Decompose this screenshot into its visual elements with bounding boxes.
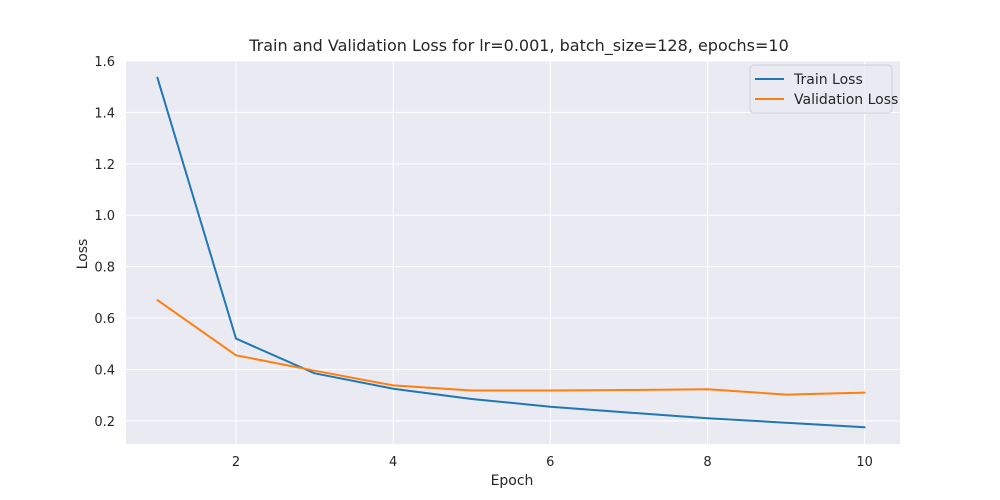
x-axis-ticks: 2 4 6 8 10 [232,455,873,470]
grid-lines [126,60,900,444]
x-tick-label: 10 [856,455,873,470]
y-axis-ticks: 0.2 0.4 0.6 0.8 1.0 1.2 1.4 1.6 [94,55,115,430]
y-tick-label: 0.8 [94,261,115,276]
legend: Train Loss Validation Loss [749,64,898,114]
x-axis-label: Epoch [491,473,534,489]
plot-background [126,61,900,444]
y-tick-label: 0.4 [94,363,115,378]
y-tick-label: 1.4 [94,106,115,121]
legend-validation-loss-label: Validation Loss [794,92,898,108]
x-tick-label: 2 [232,455,240,470]
y-tick-label: 1.0 [94,209,115,224]
x-tick-label: 8 [703,455,711,470]
legend-box [749,64,893,114]
chart-title: Train and Validation Loss for lr=0.001, … [248,36,789,56]
series-lines [156,76,866,429]
y-axis-label: Loss [75,239,91,270]
y-tick-label: 0.6 [94,312,115,327]
y-tick-label: 1.2 [94,158,115,173]
y-tick-label: 1.6 [94,55,115,70]
y-tick-label: 0.2 [94,415,115,430]
x-tick-label: 6 [546,455,554,470]
x-tick-label: 4 [389,455,397,470]
legend-train-loss-label: Train Loss [793,72,863,88]
series-line-validation-loss [156,299,866,396]
series-line-train-loss [156,76,866,429]
